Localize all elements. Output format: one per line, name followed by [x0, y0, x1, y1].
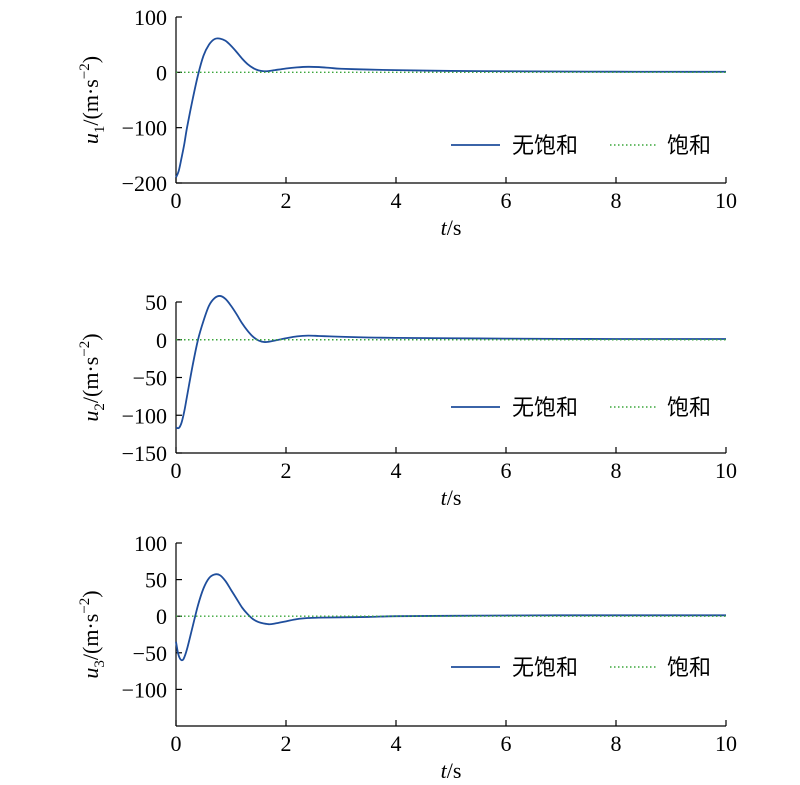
chart-2-y-axis-var: u: [78, 411, 103, 422]
chart-3-y-axis-sup: −2: [77, 598, 93, 614]
chart-1-y-axis-label: u1/(m·s−2): [77, 56, 108, 144]
chart-1-x-tick-label: 10: [715, 188, 737, 213]
chart-2-y-tick-label: 0: [156, 328, 167, 353]
chart-2-x-axis-var: t: [441, 485, 448, 510]
chart-3-x-tick-label: 2: [281, 731, 292, 756]
chart-3-x-tick-label: 8: [611, 731, 622, 756]
chart-1-y-axis-sup: −2: [77, 63, 93, 79]
chart-1-x-axis-unit: /s: [447, 215, 462, 240]
chart-2-y-tick-label: −150: [122, 441, 167, 466]
chart-2-y-tick-label: −100: [122, 403, 167, 428]
chart-2-x-tick-label: 10: [715, 458, 737, 483]
chart-3-y-tick-label: 100: [134, 531, 167, 556]
chart-3-legend-label-2: 饱和: [667, 656, 711, 681]
chart-1-x-axis-var: t: [441, 215, 448, 240]
chart-3-legend: 无饱和 饱和: [451, 656, 711, 681]
chart-2-x-axis-label: t/s: [441, 485, 462, 510]
chart-2-y-axis-unit-close: ): [78, 333, 103, 340]
chart-2-x-tick-label: 8: [611, 458, 622, 483]
chart-1-y-axis-unit: /(m·s: [78, 79, 103, 125]
chart-3-x-tick-label: 4: [391, 731, 402, 756]
chart-3-x-tick-label: 6: [501, 731, 512, 756]
chart-2-y-axis-sup: −2: [77, 341, 93, 357]
chart-1-y-axis-var: u: [78, 133, 103, 144]
chart-2-y-tick-label: −50: [133, 366, 167, 391]
chart-2-x-axis-unit: /s: [447, 485, 462, 510]
chart-1-x-tick-label: 8: [611, 188, 622, 213]
chart-1-x-tick-label: 6: [501, 188, 512, 213]
chart-1-x-tick-label: 0: [171, 188, 182, 213]
chart-2-y-axis-label: u2/(m·s−2): [77, 333, 108, 421]
chart-1-y-axis-unit-close: ): [78, 56, 103, 63]
chart-2-legend: 无饱和 饱和: [451, 396, 711, 421]
chart-1-x-axis-label: t/s: [441, 215, 462, 240]
chart-3-y-tick-label: 0: [156, 604, 167, 629]
chart-3-y-axis-var: u: [78, 668, 103, 679]
chart-2-x-tick-label: 2: [281, 458, 292, 483]
chart-3-y-axis-unit: /(m·s: [78, 614, 103, 660]
chart-1-x-tick-label: 4: [391, 188, 402, 213]
chart-3-y-tick-label: −50: [133, 641, 167, 666]
chart-3-y-tick-label: 50: [145, 568, 167, 593]
chart-3-y-axis-sub: 3: [92, 660, 108, 668]
chart-1-legend-label-2: 饱和: [667, 134, 711, 159]
chart-2-x-tick-label: 4: [391, 458, 402, 483]
chart-2-y-axis-sub: 2: [92, 403, 108, 411]
chart-2-legend-label-2: 饱和: [667, 396, 711, 421]
chart-1-series-1-line: [175, 37, 727, 178]
chart-1-y-tick-label: −200: [122, 171, 167, 196]
chart-2-x-tick-label: 6: [501, 458, 512, 483]
chart-3-x-axis-label: t/s: [441, 758, 462, 783]
chart-1-legend-label-1: 无饱和: [512, 134, 578, 159]
chart-3-x-axis-unit: /s: [447, 758, 462, 783]
chart-1-x-tick-label: 2: [281, 188, 292, 213]
chart-3-y-tick-label: −100: [122, 677, 167, 702]
chart-3-series-1-line: [175, 573, 726, 662]
chart-2-legend-label-1: 无饱和: [512, 396, 578, 421]
chart-1-y-tick-label: 0: [156, 60, 167, 85]
chart-1-legend: 无饱和 饱和: [451, 134, 711, 159]
chart-1-y-tick-label: 100: [134, 5, 167, 30]
chart-1: 0 2 4 6 8 10 −200 −100 0 100 t/s u1/(m·s−2) 无饱和 饱和: [77, 5, 737, 240]
chart-3-y-axis-unit-close: ): [78, 590, 103, 597]
chart-2-y-axis-unit: /(m·s: [78, 357, 103, 403]
chart-3-x-tick-label: 0: [171, 731, 182, 756]
chart-3-x-axis-var: t: [441, 758, 448, 783]
chart-1-y-axis-sub: 1: [92, 126, 108, 134]
chart-3-legend-label-1: 无饱和: [512, 656, 578, 681]
chart-2-x-tick-label: 0: [171, 458, 182, 483]
chart-1-y-tick-label: −100: [122, 116, 167, 141]
chart-2-y-tick-label: 50: [145, 290, 167, 315]
chart-3-y-axis-label: u3/(m·s−2): [77, 590, 108, 678]
chart-3-x-tick-label: 10: [715, 731, 737, 756]
chart-2-series-1-line: [175, 295, 726, 430]
chart-3: 0 2 4 6 8 10 −100 −50 0 50 100 t/s u3/(m·s−2) 无饱和 饱和: [77, 531, 737, 783]
